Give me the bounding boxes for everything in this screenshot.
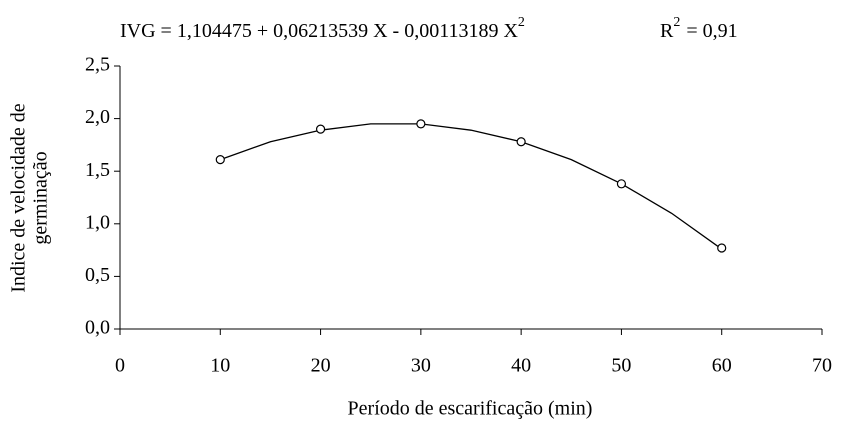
x-tick-label: 0 xyxy=(115,355,125,377)
y-tick-label: 0,0 xyxy=(85,317,110,339)
data-point xyxy=(717,243,727,253)
x-axis-title: Período de escarificação (min) xyxy=(348,398,593,420)
data-point xyxy=(315,124,326,134)
x-tick-label: 70 xyxy=(812,355,832,377)
y-tick-label: 2,5 xyxy=(85,54,110,76)
y-tick-label: 0,5 xyxy=(85,264,110,286)
x-tick-label: 10 xyxy=(210,355,230,377)
y-axis-title: Indice de velocidade de xyxy=(8,103,30,292)
data-point xyxy=(215,155,225,165)
x-tick-label: 40 xyxy=(511,355,531,377)
y-axis-title: germinação xyxy=(30,151,52,244)
x-tick-label: 50 xyxy=(611,355,631,377)
equation: IVG = 1,104475 + 0,06213539 X - 0,001131… xyxy=(120,15,525,41)
x-tick-label: 20 xyxy=(311,355,331,377)
x-tick-label: 60 xyxy=(712,355,732,377)
y-tick-label: 1,5 xyxy=(85,159,110,181)
equation-text: IVG = 1,104475 + 0,06213539 X - 0,001131… xyxy=(120,20,518,42)
r-squared-value: = 0,91 xyxy=(686,20,737,42)
equation-sup: 2 xyxy=(518,15,525,30)
data-point xyxy=(516,137,526,147)
y-tick-label: 2,0 xyxy=(85,106,110,128)
x-tick-label: 30 xyxy=(411,355,431,377)
data-point xyxy=(416,119,426,129)
r-squared: R2 = 0,91 xyxy=(660,15,738,41)
fit-line xyxy=(220,123,723,250)
r-squared-sup: 2 xyxy=(673,15,680,30)
y-tick-label: 1,0 xyxy=(85,211,110,233)
r-squared-text: R xyxy=(660,20,674,42)
data-point xyxy=(616,179,627,189)
